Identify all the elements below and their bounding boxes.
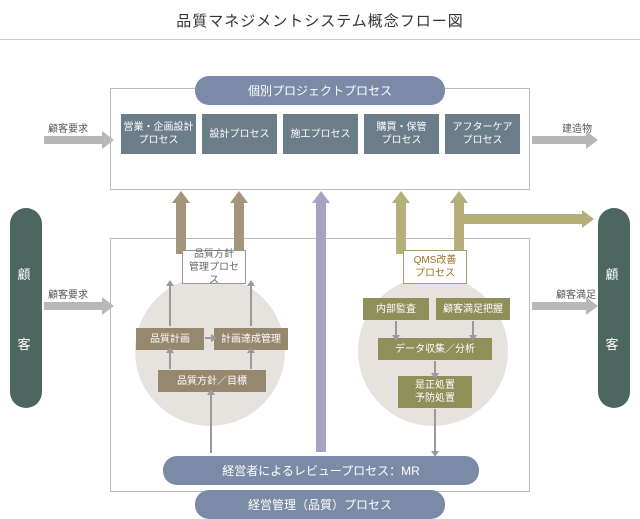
arrow-up-purple — [316, 202, 326, 452]
arrow-out1-head — [586, 131, 598, 149]
arrow-up-olive1-head — [392, 191, 410, 203]
label-req1: 顧客要求 — [48, 120, 88, 135]
arrow-up-olive2-head — [450, 191, 468, 203]
customer-right-char1: 顧 — [605, 264, 622, 283]
proc-purchase: 購買・保管 プロセス — [364, 114, 439, 154]
bottom-pill: 経営管理（品質）プロセス — [195, 490, 445, 519]
conn-l4 — [169, 351, 171, 369]
diagram-canvas: 顧 客 顧 客 顧客要求 建造物 顧客要求 顧客満足 個別プロジェクトプロセス … — [0, 58, 640, 518]
conn-l2-h — [247, 280, 255, 286]
conn-r3-h — [431, 373, 439, 379]
proc-sales: 営業・企画設計 プロセス — [121, 114, 196, 154]
arrow-olive-right-head — [582, 210, 594, 228]
arrow-up-brown2 — [234, 202, 244, 254]
box-policy-process: 品質方針 管理プロセス — [182, 250, 246, 284]
arrow-out2-head — [586, 297, 598, 315]
conn-r2-h — [469, 335, 477, 341]
arrow-req1 — [44, 136, 104, 144]
conn-l6-h — [207, 389, 215, 395]
customer-right-pill: 顧 客 — [598, 208, 630, 408]
proc-aftercare: アフターケア プロセス — [445, 114, 520, 154]
box-audit: 内部監査 — [363, 298, 429, 320]
arrow-up-purple-head — [312, 191, 330, 203]
customer-left-pill: 顧 客 — [10, 208, 42, 408]
box-corr: 是正処置 予防処置 — [398, 376, 472, 408]
box-cs: 顧客満足把握 — [436, 298, 510, 320]
customer-left-char2: 客 — [17, 334, 34, 353]
arrow-out1 — [532, 136, 588, 144]
mr-pill: 経営者によるレビュープロセス：MR — [163, 456, 479, 485]
top-pill: 個別プロジェクトプロセス — [195, 76, 445, 105]
proc-design: 設計プロセス — [202, 114, 277, 154]
customer-left-char1: 顧 — [17, 264, 34, 283]
arrow-olive-branch-v — [454, 214, 464, 254]
conn-l3-h — [211, 334, 217, 342]
customer-right-char2: 客 — [605, 334, 622, 353]
arrow-req2 — [44, 302, 104, 310]
diagram-title: 品質マネジメントシステム概念フロー図 — [0, 0, 640, 39]
arrow-olive-right — [454, 214, 584, 224]
label-req2: 顧客要求 — [48, 286, 88, 301]
conn-r4-h — [431, 451, 439, 457]
conn-l5 — [250, 351, 252, 369]
arrow-up-brown2-head — [230, 191, 248, 203]
arrow-out2 — [532, 302, 588, 310]
arrow-up-olive1 — [396, 202, 406, 254]
conn-l2 — [250, 284, 252, 326]
box-data: データ収集／分析 — [378, 338, 492, 360]
box-qms: QMS改善 プロセス — [403, 250, 467, 284]
conn-l4-h — [166, 347, 174, 353]
conn-l6 — [210, 393, 212, 453]
title-rule — [0, 39, 640, 40]
proc-construction: 施工プロセス — [283, 114, 358, 154]
arrow-up-brown1 — [176, 202, 186, 254]
conn-l1 — [169, 284, 171, 326]
conn-r4 — [434, 409, 436, 453]
conn-l5-h — [247, 347, 255, 353]
conn-l1-h — [166, 280, 174, 286]
conn-r1-h — [392, 335, 400, 341]
arrow-up-brown1-head — [172, 191, 190, 203]
